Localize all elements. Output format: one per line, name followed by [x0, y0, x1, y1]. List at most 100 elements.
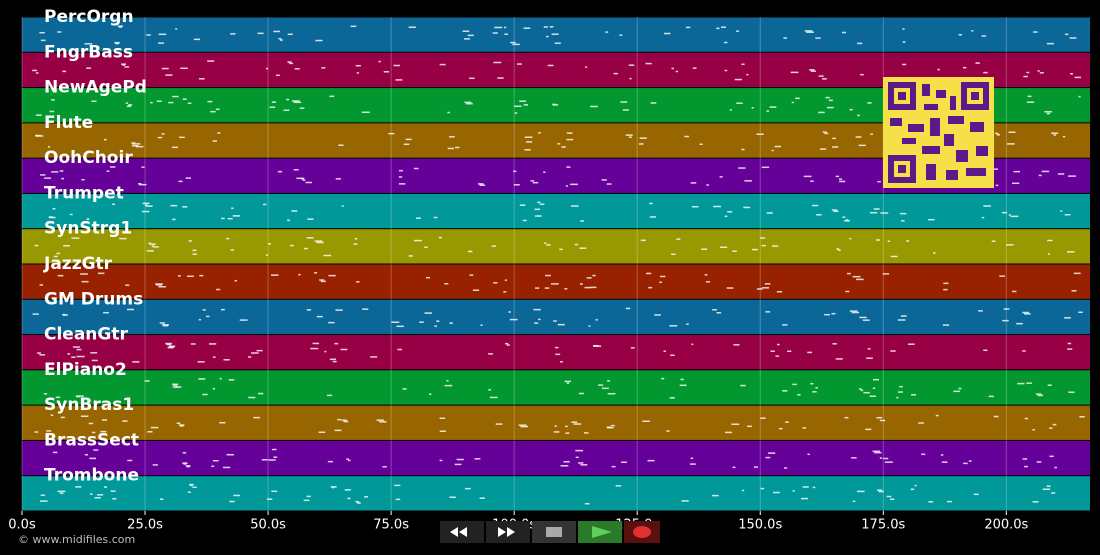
note [549, 26, 554, 28]
play-button[interactable] [578, 521, 622, 543]
note [713, 205, 722, 208]
stop-button[interactable] [532, 521, 576, 543]
note [615, 485, 622, 487]
note [115, 42, 119, 45]
note [859, 316, 867, 319]
note [523, 27, 531, 29]
note [884, 461, 893, 463]
note [382, 465, 387, 468]
note [439, 63, 446, 66]
note [362, 308, 369, 310]
note [494, 26, 503, 29]
note [408, 255, 413, 257]
rewind-button[interactable] [440, 521, 484, 543]
note [860, 73, 864, 76]
note [296, 177, 305, 180]
fast-forward-button[interactable] [486, 521, 530, 543]
track-lane [22, 335, 1090, 370]
note [395, 79, 403, 81]
note [1022, 311, 1030, 314]
note [860, 389, 864, 392]
note [257, 32, 264, 35]
note [835, 175, 840, 178]
note [767, 452, 776, 454]
note [851, 311, 860, 314]
note [766, 212, 773, 214]
note [593, 345, 602, 347]
note [49, 216, 56, 219]
note [782, 324, 788, 326]
note [524, 149, 531, 151]
note [518, 424, 527, 426]
note [684, 135, 689, 138]
note [744, 180, 752, 182]
note [408, 26, 416, 28]
note [787, 350, 792, 353]
note [1024, 417, 1029, 420]
note [691, 343, 694, 346]
note [628, 136, 632, 138]
note [578, 392, 584, 395]
note [942, 324, 950, 326]
note [84, 453, 88, 456]
note [493, 282, 498, 284]
note [98, 272, 105, 275]
note [142, 202, 150, 205]
note [716, 27, 720, 30]
note [578, 462, 584, 464]
note [565, 185, 568, 187]
track-name: SynStrg1 [44, 219, 132, 239]
transport-controls [440, 521, 660, 543]
note [464, 487, 471, 490]
note [72, 346, 80, 348]
note [178, 424, 185, 426]
track-lane [22, 476, 1090, 511]
note [319, 279, 325, 281]
note [1008, 214, 1011, 216]
note [253, 416, 260, 419]
note [803, 175, 812, 178]
note [315, 39, 323, 42]
note [660, 275, 666, 278]
note [414, 239, 423, 242]
note [314, 240, 323, 242]
note [1071, 290, 1077, 292]
track-name: JazzGtr [43, 254, 113, 274]
note [775, 355, 779, 357]
note [590, 105, 598, 108]
note [62, 70, 67, 73]
note [530, 180, 535, 182]
note [761, 166, 770, 169]
note [378, 60, 381, 63]
note [178, 275, 181, 277]
note [226, 453, 234, 456]
note [575, 449, 584, 452]
note [469, 274, 474, 276]
note [332, 360, 337, 363]
note [761, 287, 769, 289]
note [258, 392, 264, 395]
note [495, 423, 503, 425]
note [221, 217, 225, 220]
note [610, 424, 615, 427]
note [1012, 182, 1020, 185]
note [493, 61, 502, 64]
note [666, 430, 670, 432]
record-button[interactable] [624, 521, 660, 543]
note [222, 466, 231, 469]
note [856, 278, 864, 281]
note [449, 322, 453, 324]
note [1078, 95, 1081, 98]
note [131, 144, 135, 147]
note [446, 379, 449, 382]
note [256, 349, 263, 352]
note [679, 384, 687, 387]
note [1067, 348, 1073, 350]
note [564, 380, 572, 383]
note [973, 493, 979, 496]
note [725, 431, 732, 434]
note [161, 324, 170, 326]
note [271, 448, 277, 451]
track-lane [22, 193, 1090, 229]
